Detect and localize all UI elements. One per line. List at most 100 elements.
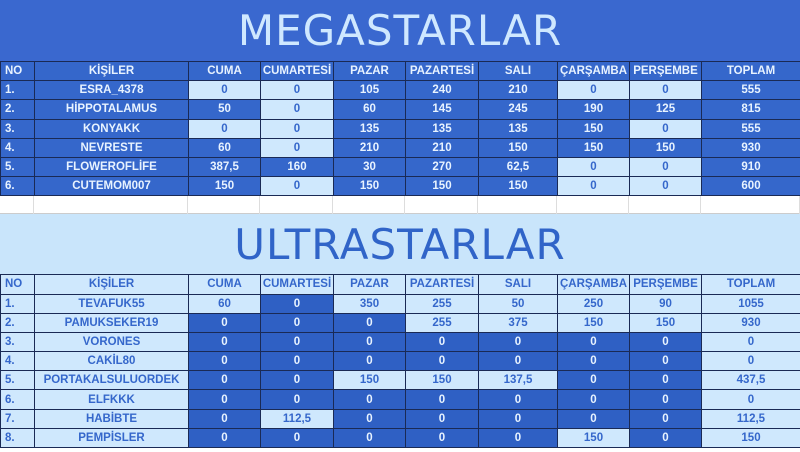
- value-cell[interactable]: 555: [701, 118, 800, 139]
- value-cell[interactable]: 0: [478, 427, 558, 449]
- empty-cell[interactable]: [333, 196, 405, 215]
- value-cell[interactable]: 270: [405, 156, 479, 178]
- value-cell[interactable]: 930: [701, 137, 800, 158]
- value-cell[interactable]: 0: [557, 408, 630, 429]
- value-cell[interactable]: 0: [557, 80, 630, 101]
- row-number-cell[interactable]: 2.: [0, 312, 35, 333]
- value-cell[interactable]: 0: [333, 389, 406, 410]
- column-header[interactable]: SALI: [478, 274, 558, 295]
- value-cell[interactable]: 0: [629, 427, 702, 449]
- value-cell[interactable]: 0: [701, 331, 800, 353]
- value-cell[interactable]: 0: [405, 427, 479, 449]
- value-cell[interactable]: 0: [333, 312, 406, 333]
- value-cell[interactable]: 0: [260, 293, 334, 314]
- value-cell[interactable]: 0: [188, 427, 261, 449]
- value-cell[interactable]: 0: [629, 351, 702, 372]
- value-cell[interactable]: 0: [333, 331, 406, 353]
- value-cell[interactable]: 150: [478, 176, 558, 197]
- name-cell[interactable]: PAMUKSEKER19: [34, 312, 189, 333]
- value-cell[interactable]: 60: [188, 293, 261, 314]
- value-cell[interactable]: 210: [333, 137, 406, 158]
- row-number-cell[interactable]: 1.: [0, 293, 35, 314]
- value-cell[interactable]: 0: [478, 351, 558, 372]
- column-header[interactable]: CUMA: [188, 274, 261, 295]
- value-cell[interactable]: 910: [701, 156, 800, 178]
- value-cell[interactable]: 0: [629, 176, 702, 197]
- name-cell[interactable]: FLOWEROFLİFE: [34, 156, 189, 178]
- value-cell[interactable]: 150: [629, 312, 702, 333]
- value-cell[interactable]: 0: [557, 370, 630, 391]
- value-cell[interactable]: 190: [557, 99, 630, 120]
- value-cell[interactable]: 0: [260, 176, 334, 197]
- value-cell[interactable]: 245: [478, 99, 558, 120]
- value-cell[interactable]: 815: [701, 99, 800, 120]
- column-header[interactable]: SALI: [478, 60, 558, 82]
- value-cell[interactable]: 0: [188, 118, 261, 139]
- value-cell[interactable]: 0: [557, 156, 630, 178]
- value-cell[interactable]: 0: [188, 331, 261, 353]
- value-cell[interactable]: 150: [333, 370, 406, 391]
- column-header[interactable]: CUMA: [188, 60, 261, 82]
- value-cell[interactable]: 375: [478, 312, 558, 333]
- value-cell[interactable]: 437,5: [701, 370, 800, 391]
- value-cell[interactable]: 600: [701, 176, 800, 197]
- empty-cell[interactable]: [629, 196, 701, 215]
- empty-cell[interactable]: [557, 196, 629, 215]
- name-cell[interactable]: CUTEMOM007: [34, 176, 189, 197]
- value-cell[interactable]: 0: [405, 351, 479, 372]
- name-cell[interactable]: PEMPİSLER: [34, 427, 189, 449]
- value-cell[interactable]: 150: [557, 312, 630, 333]
- value-cell[interactable]: 210: [478, 80, 558, 101]
- value-cell[interactable]: 350: [333, 293, 406, 314]
- value-cell[interactable]: 0: [188, 408, 261, 429]
- value-cell[interactable]: 135: [405, 118, 479, 139]
- column-header[interactable]: PERŞEMBE: [629, 60, 702, 82]
- column-header[interactable]: PAZARTESİ: [405, 274, 479, 295]
- empty-cell[interactable]: [260, 196, 333, 215]
- name-cell[interactable]: PORTAKALSULUORDEK: [34, 370, 189, 391]
- value-cell[interactable]: 150: [557, 427, 630, 449]
- value-cell[interactable]: 0: [629, 331, 702, 353]
- name-cell[interactable]: CAKİL80: [34, 351, 189, 372]
- column-header[interactable]: NO: [0, 274, 35, 295]
- value-cell[interactable]: 50: [188, 99, 261, 120]
- value-cell[interactable]: 0: [333, 427, 406, 449]
- value-cell[interactable]: 137,5: [478, 370, 558, 391]
- column-header[interactable]: KİŞİLER: [34, 274, 189, 295]
- name-cell[interactable]: VORONES: [34, 331, 189, 353]
- value-cell[interactable]: 0: [333, 351, 406, 372]
- empty-cell[interactable]: [0, 196, 34, 215]
- value-cell[interactable]: 150: [405, 176, 479, 197]
- row-number-cell[interactable]: 5.: [0, 370, 35, 391]
- value-cell[interactable]: 0: [629, 408, 702, 429]
- column-header[interactable]: ÇARŞAMBA: [557, 274, 630, 295]
- value-cell[interactable]: 160: [260, 156, 334, 178]
- row-number-cell[interactable]: 4.: [0, 351, 35, 372]
- row-number-cell[interactable]: 1.: [0, 80, 35, 101]
- value-cell[interactable]: 0: [260, 370, 334, 391]
- row-number-cell[interactable]: 6.: [0, 176, 35, 197]
- value-cell[interactable]: 0: [629, 389, 702, 410]
- value-cell[interactable]: 255: [405, 312, 479, 333]
- row-number-cell[interactable]: 8.: [0, 427, 35, 449]
- value-cell[interactable]: 0: [260, 80, 334, 101]
- value-cell[interactable]: 112,5: [260, 408, 334, 429]
- row-number-cell[interactable]: 3.: [0, 118, 35, 139]
- name-cell[interactable]: NEVRESTE: [34, 137, 189, 158]
- row-number-cell[interactable]: 4.: [0, 137, 35, 158]
- value-cell[interactable]: 150: [557, 118, 630, 139]
- value-cell[interactable]: 150: [188, 176, 261, 197]
- value-cell[interactable]: 150: [701, 427, 800, 449]
- name-cell[interactable]: TEVAFUK55: [34, 293, 189, 314]
- name-cell[interactable]: ESRA_4378: [34, 80, 189, 101]
- name-cell[interactable]: KONYAKK: [34, 118, 189, 139]
- value-cell[interactable]: 150: [478, 137, 558, 158]
- value-cell[interactable]: 0: [260, 389, 334, 410]
- empty-cell[interactable]: [34, 196, 188, 215]
- value-cell[interactable]: 125: [629, 99, 702, 120]
- value-cell[interactable]: 210: [405, 137, 479, 158]
- value-cell[interactable]: 150: [333, 176, 406, 197]
- column-header[interactable]: PAZAR: [333, 60, 406, 82]
- value-cell[interactable]: 250: [557, 293, 630, 314]
- value-cell[interactable]: 0: [333, 408, 406, 429]
